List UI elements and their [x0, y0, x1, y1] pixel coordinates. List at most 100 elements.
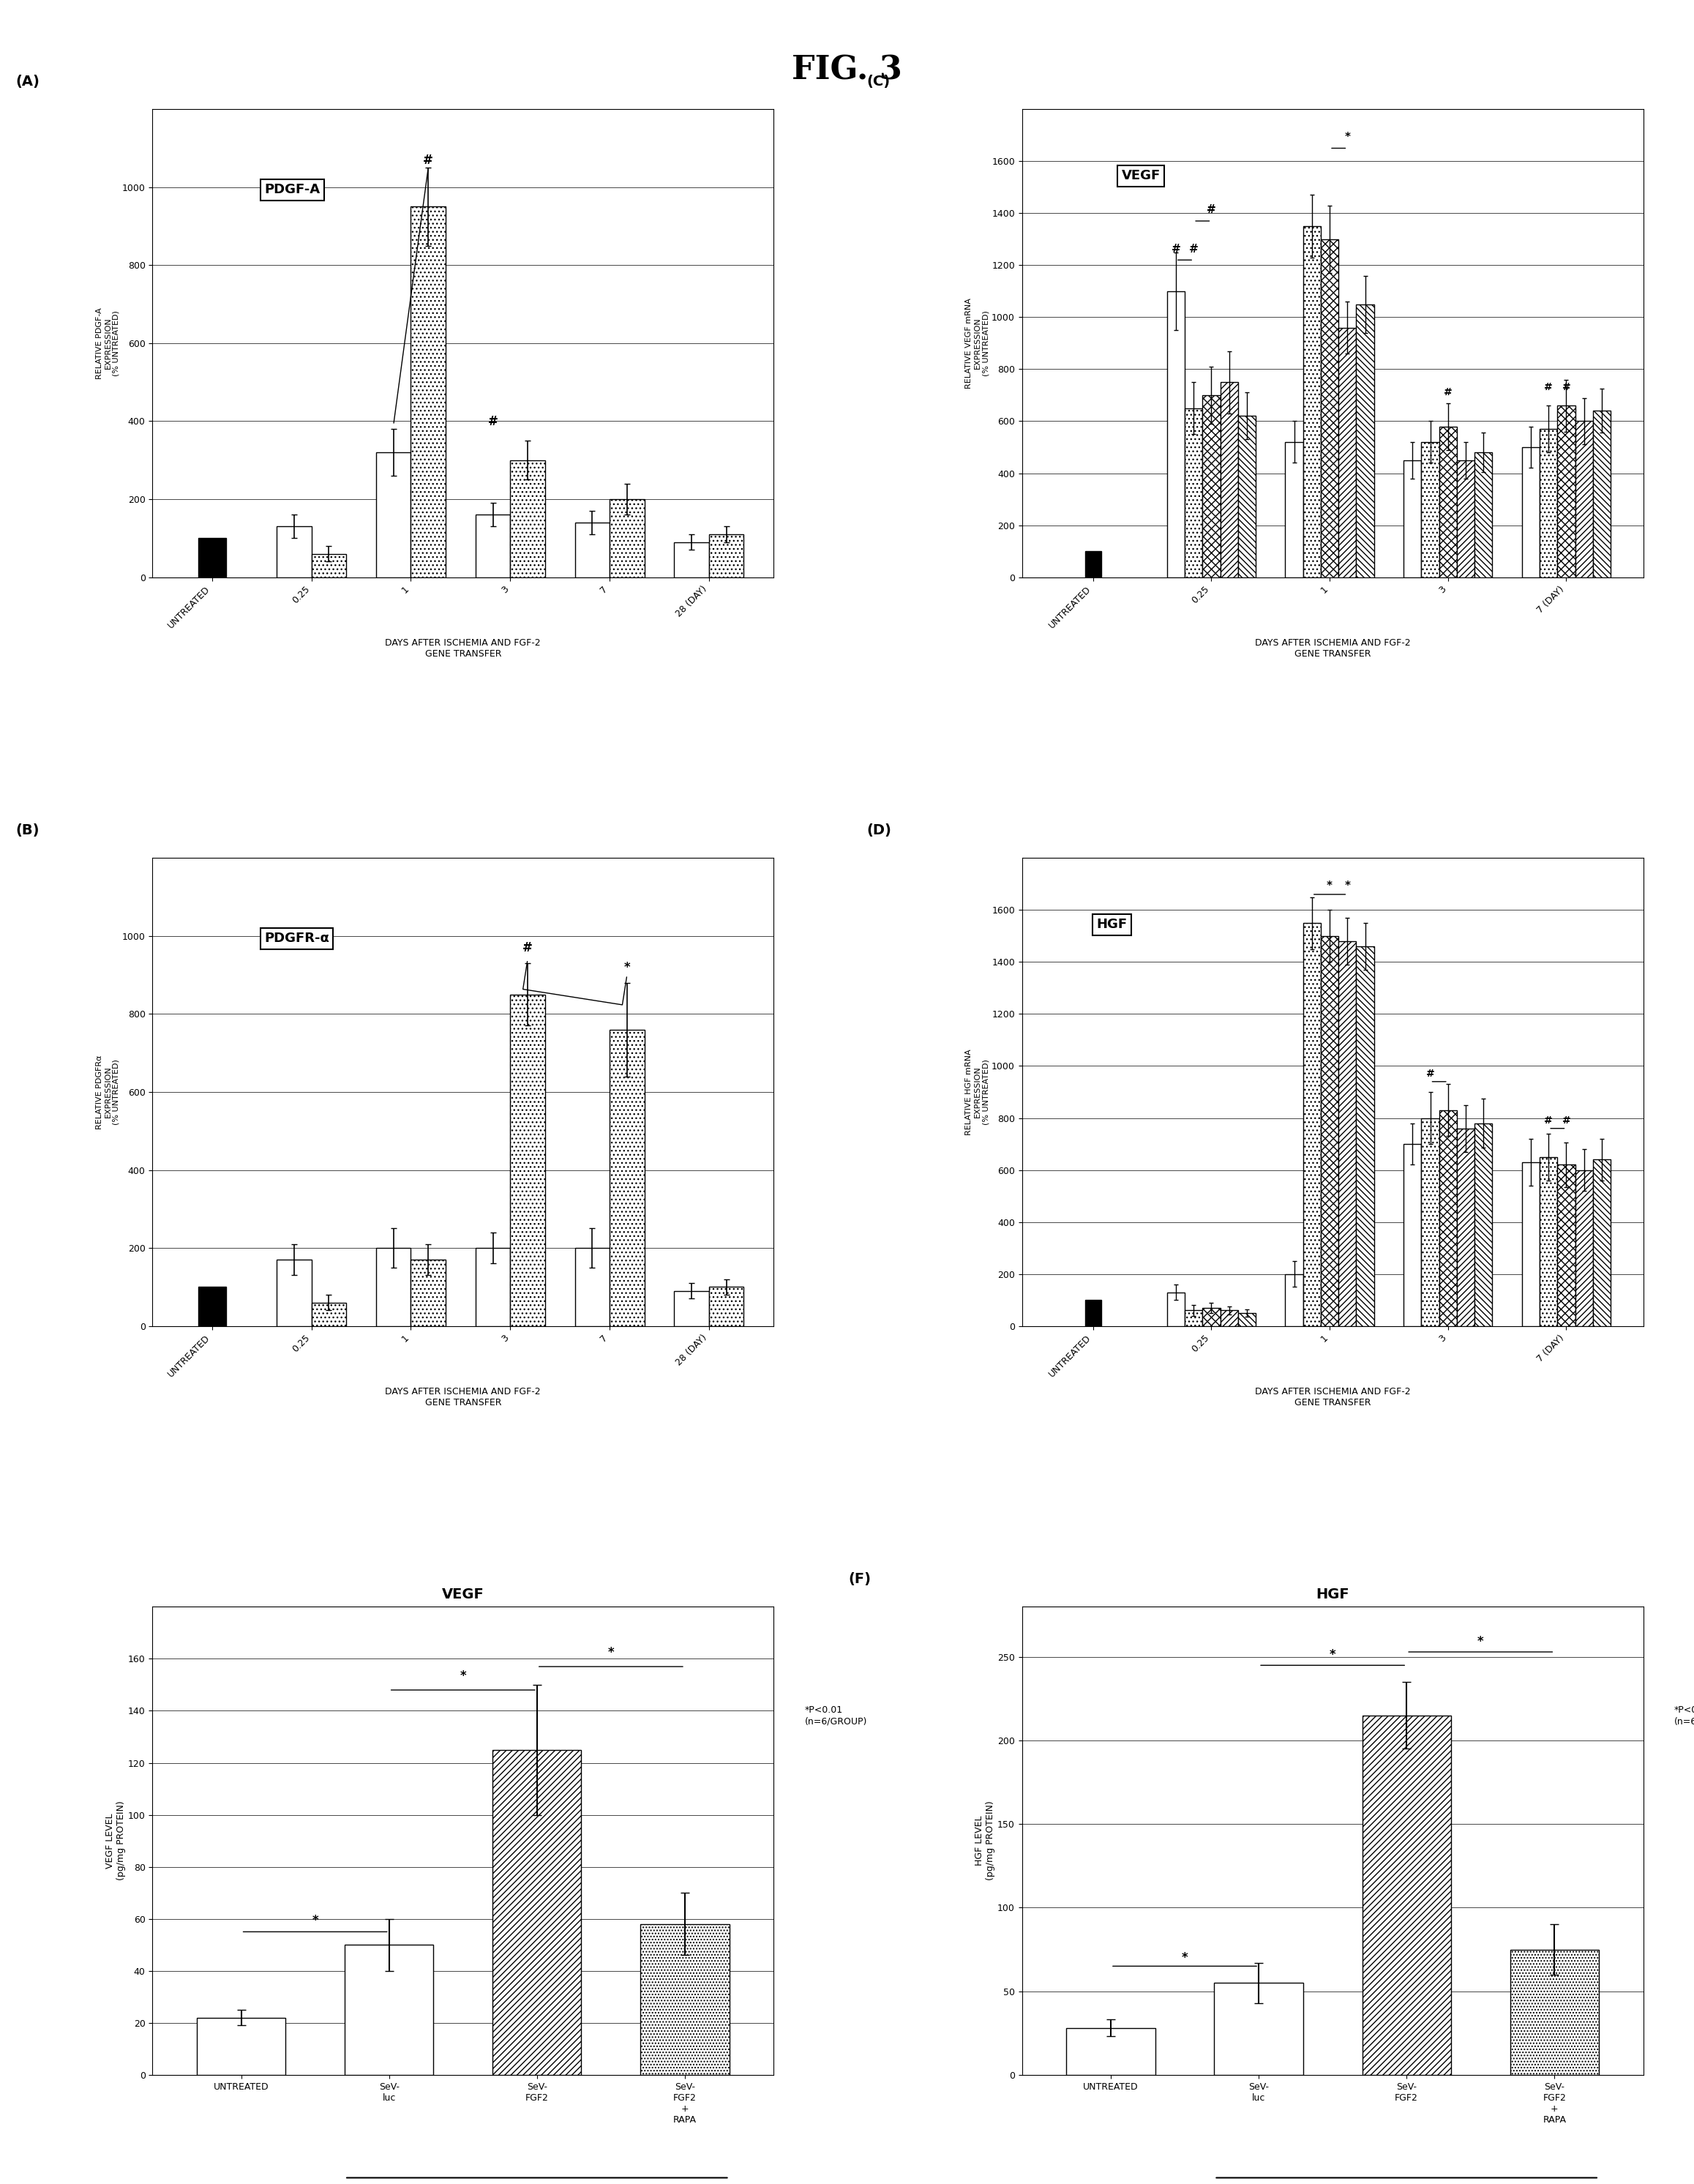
Bar — [1220, 382, 1238, 577]
Bar — [1474, 452, 1492, 577]
Bar — [640, 1924, 728, 2075]
Bar — [674, 542, 710, 577]
Text: (B): (B) — [15, 823, 39, 836]
Text: #: # — [1443, 387, 1452, 397]
Bar — [312, 555, 346, 577]
Text: #: # — [424, 153, 434, 166]
Text: HGF: HGF — [1096, 917, 1128, 930]
Bar — [1357, 946, 1374, 1326]
Bar — [412, 207, 446, 577]
Text: *P<0.01
(n=6/GROUP): *P<0.01 (n=6/GROUP) — [805, 1706, 867, 1725]
Y-axis label: RELATIVE PDGFRα
EXPRESSION
(% UNTREATED): RELATIVE PDGFRα EXPRESSION (% UNTREATED) — [95, 1055, 120, 1129]
Text: #: # — [1562, 382, 1570, 393]
Text: *: * — [1182, 1950, 1187, 1963]
Text: #: # — [1426, 1068, 1435, 1079]
Legend: LIMB ISCHEMIA (EACH POINT n=4), LIMB
ISCHEMIA+FGF-2 (EACH
POINT n=4): LIMB ISCHEMIA (EACH POINT n=4), LIMB ISC… — [156, 1701, 325, 1743]
Text: FIG. 3: FIG. 3 — [791, 55, 903, 85]
Bar — [1362, 1714, 1452, 2075]
Bar — [376, 452, 412, 577]
Title: HGF: HGF — [1316, 1588, 1350, 1601]
Bar — [1592, 1160, 1611, 1326]
Bar — [1592, 411, 1611, 577]
Bar — [1457, 1129, 1474, 1326]
Text: #: # — [1545, 1116, 1553, 1125]
Bar — [1238, 1313, 1255, 1326]
Bar — [476, 1247, 510, 1326]
Bar — [1404, 1144, 1421, 1326]
Bar — [1321, 937, 1338, 1326]
Bar — [1286, 441, 1303, 577]
Bar — [344, 1944, 434, 2075]
Text: PDGF-A: PDGF-A — [264, 183, 320, 197]
Bar — [1220, 1310, 1238, 1326]
Bar — [1203, 395, 1220, 577]
Bar — [1338, 941, 1357, 1326]
Bar — [1321, 240, 1338, 577]
Bar — [674, 1291, 710, 1326]
Bar — [1086, 550, 1101, 577]
Text: #: # — [1562, 1116, 1570, 1125]
Y-axis label: HGF LEVEL
(pg/mg PROTEIN): HGF LEVEL (pg/mg PROTEIN) — [976, 1802, 996, 1880]
Bar — [1575, 422, 1592, 577]
Bar — [1557, 406, 1575, 577]
Text: *: * — [1345, 131, 1350, 142]
Bar — [1457, 461, 1474, 577]
Text: (F): (F) — [849, 1572, 871, 1586]
Text: *: * — [608, 1647, 613, 1660]
Bar — [198, 537, 225, 577]
Text: VEGF: VEGF — [1121, 168, 1160, 181]
Bar — [1509, 1950, 1599, 2075]
Bar — [476, 515, 510, 577]
Bar — [1421, 441, 1440, 577]
Bar — [197, 2018, 286, 2075]
Bar — [1286, 1273, 1303, 1326]
Bar — [1215, 1983, 1303, 2075]
Bar — [1540, 428, 1557, 577]
Bar — [1338, 328, 1357, 577]
Y-axis label: RELATIVE HGF mRNA
EXPRESSION
(% UNTREATED): RELATIVE HGF mRNA EXPRESSION (% UNTREATE… — [966, 1048, 989, 1136]
Bar — [1167, 1293, 1184, 1326]
Bar — [510, 461, 545, 577]
Bar — [1067, 2029, 1155, 2075]
Bar — [710, 1286, 744, 1326]
Text: *: * — [1330, 1649, 1337, 1662]
Bar — [376, 1247, 412, 1326]
Bar — [412, 1260, 446, 1326]
Bar — [710, 535, 744, 577]
X-axis label: DAYS AFTER ISCHEMIA AND FGF-2
GENE TRANSFER: DAYS AFTER ISCHEMIA AND FGF-2 GENE TRANS… — [385, 1387, 540, 1409]
Bar — [1184, 408, 1203, 577]
Text: *: * — [1326, 880, 1333, 891]
Text: *: * — [459, 1669, 466, 1682]
Text: *: * — [312, 1913, 318, 1926]
Text: (D): (D) — [867, 823, 891, 836]
Text: #: # — [488, 415, 498, 428]
Text: #P<0.05
*P<0.01: #P<0.05 *P<0.01 — [1408, 1607, 1448, 1627]
Y-axis label: RELATIVE VEGF mRNA
EXPRESSION
(% UNTREATED): RELATIVE VEGF mRNA EXPRESSION (% UNTREAT… — [966, 297, 989, 389]
Text: (A): (A) — [15, 74, 41, 90]
Bar — [1440, 1109, 1457, 1326]
Legend: LIMB
ISCHEMIA  (n=4), LIMB
ISCHEMIA +FGF-2  (n=4), LIMB
ISCHEMIA +FGF-2+CONTROL : LIMB ISCHEMIA (n=4), LIMB ISCHEMIA +FGF-… — [1027, 1760, 1206, 1861]
Text: *P<0.01
(n=6/GROUP): *P<0.01 (n=6/GROUP) — [1674, 1706, 1694, 1725]
Text: PDGFR-α: PDGFR-α — [264, 933, 329, 946]
Bar — [1521, 1162, 1540, 1326]
Bar — [198, 1286, 225, 1326]
Text: (C): (C) — [867, 74, 891, 90]
Bar — [1303, 227, 1321, 577]
Y-axis label: VEGF LEVEL
(pg/mg PROTEIN): VEGF LEVEL (pg/mg PROTEIN) — [105, 1802, 125, 1880]
Y-axis label: RELATIVE PDGF-A
EXPRESSION
(% UNTREATED): RELATIVE PDGF-A EXPRESSION (% UNTREATED) — [95, 308, 120, 380]
Title: VEGF: VEGF — [442, 1588, 484, 1601]
Bar — [1167, 290, 1184, 577]
Bar — [1238, 415, 1255, 577]
Bar — [1575, 1171, 1592, 1326]
Text: #: # — [1189, 242, 1198, 253]
Bar — [1421, 1118, 1440, 1326]
Bar — [1521, 448, 1540, 577]
Bar — [1357, 304, 1374, 577]
Bar — [1474, 1123, 1492, 1326]
Text: #: # — [522, 941, 532, 954]
Bar — [510, 994, 545, 1326]
Bar — [574, 1247, 610, 1326]
Bar — [276, 526, 312, 577]
Text: *: * — [623, 961, 630, 974]
Bar — [1440, 426, 1457, 577]
